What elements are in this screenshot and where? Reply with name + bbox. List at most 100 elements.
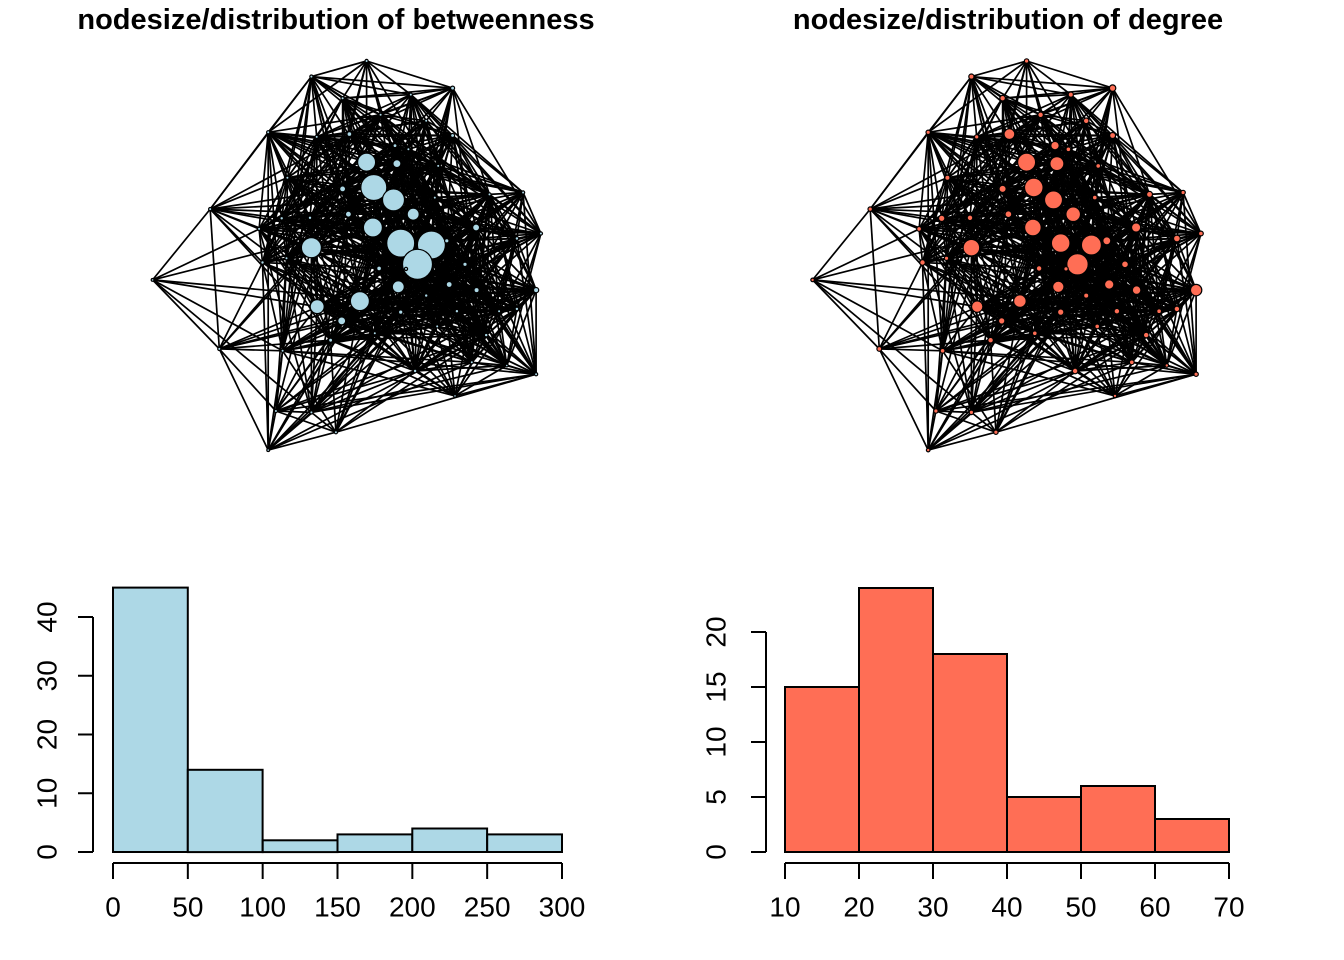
- network-edge: [1093, 197, 1133, 363]
- network-edge: [971, 246, 1040, 270]
- network-node: [364, 58, 369, 64]
- network-edge: [258, 228, 264, 263]
- network-edge: [316, 93, 412, 138]
- network-node: [487, 192, 492, 197]
- network-edge: [506, 289, 537, 366]
- network-edge: [927, 411, 972, 451]
- network-edge: [1068, 148, 1184, 194]
- network-edge: [380, 113, 427, 122]
- network-edge: [259, 226, 373, 230]
- network-edge: [976, 268, 1067, 308]
- network-edge: [258, 148, 409, 230]
- network-node: [1031, 330, 1038, 337]
- network-node: [1108, 84, 1117, 92]
- network-edge: [380, 113, 453, 137]
- network-edge: [870, 188, 1003, 210]
- network-node: [1197, 230, 1204, 237]
- network-edge: [1165, 233, 1202, 366]
- network-edge: [942, 349, 1197, 376]
- network-node: [391, 280, 405, 294]
- network-edge: [1067, 148, 1150, 196]
- network-edge: [330, 311, 402, 341]
- network-edge: [1068, 134, 1113, 151]
- network-node: [933, 408, 939, 414]
- y-axis-tick-label: 5: [701, 789, 732, 805]
- network-node: [443, 238, 450, 244]
- histogram-bar: [1154, 818, 1230, 853]
- network-edge: [970, 268, 1067, 413]
- network-node: [925, 129, 932, 136]
- network-node: [538, 231, 544, 236]
- network-edge: [942, 320, 1003, 352]
- network-edge: [1094, 196, 1137, 229]
- network-node: [1003, 128, 1016, 141]
- network-edge: [878, 348, 937, 412]
- network-edge: [989, 197, 1096, 341]
- network-node: [939, 347, 946, 354]
- network-node: [1082, 292, 1090, 299]
- network-edge: [282, 320, 343, 352]
- network-node: [376, 265, 383, 272]
- network-edge: [921, 262, 930, 451]
- network-node: [207, 206, 213, 212]
- x-axis-tick-label: 100: [239, 892, 286, 923]
- network-node: [266, 448, 271, 453]
- x-axis-tick-label: 200: [389, 892, 436, 923]
- network-edge: [335, 332, 376, 433]
- x-axis-tick-label: 10: [769, 892, 800, 923]
- network-edge: [341, 268, 407, 322]
- network-edge: [990, 311, 1062, 341]
- network-edge: [152, 279, 318, 308]
- network-edge: [407, 149, 433, 246]
- network-node: [533, 372, 539, 377]
- network-edge: [935, 334, 1147, 412]
- network-edge: [286, 136, 318, 179]
- network-edge: [456, 308, 517, 313]
- x-axis-tick-label: 30: [917, 892, 948, 923]
- network-edge: [1145, 334, 1168, 366]
- network-node: [987, 336, 994, 344]
- network-edge: [287, 161, 367, 179]
- network-edge: [990, 339, 1116, 397]
- network-node: [1131, 285, 1142, 296]
- network-plot-betweenness: [150, 58, 544, 453]
- network-node: [504, 363, 509, 368]
- x-axis-tick-label: 40: [991, 892, 1022, 923]
- network-edge: [1145, 334, 1197, 375]
- network-edge: [342, 93, 411, 100]
- network-node: [1080, 234, 1103, 256]
- network-edge: [436, 325, 473, 363]
- network-edge: [407, 148, 436, 199]
- network-edge: [1111, 87, 1202, 234]
- y-axis-tick-label: 15: [701, 671, 732, 702]
- network-edge: [1002, 165, 1099, 190]
- network-edge: [1148, 193, 1202, 235]
- network-edge: [1176, 238, 1197, 291]
- network-edge: [261, 262, 284, 351]
- network-edge: [1165, 308, 1178, 366]
- network-node: [360, 173, 388, 202]
- network-edge: [1124, 263, 1197, 291]
- network-edge: [971, 60, 1027, 78]
- network-edge: [151, 279, 220, 350]
- network-edge: [285, 136, 318, 259]
- network-edge: [366, 60, 453, 89]
- network-edge: [498, 311, 508, 366]
- network-edge: [1093, 135, 1114, 198]
- network-node: [1050, 140, 1060, 151]
- network-edge: [433, 197, 473, 363]
- network-edge: [218, 262, 264, 350]
- network-node: [514, 236, 520, 241]
- network-edge: [414, 361, 472, 372]
- network-node: [1130, 222, 1142, 233]
- network-node: [1112, 393, 1118, 399]
- network-node: [968, 73, 975, 80]
- network-edge: [267, 431, 337, 451]
- network-node: [260, 260, 265, 265]
- network-edge: [811, 279, 880, 350]
- network-edge: [1067, 148, 1096, 199]
- network-node: [925, 447, 931, 453]
- network-edge: [1131, 361, 1197, 376]
- network-edge: [219, 300, 361, 350]
- network-edge: [434, 196, 518, 240]
